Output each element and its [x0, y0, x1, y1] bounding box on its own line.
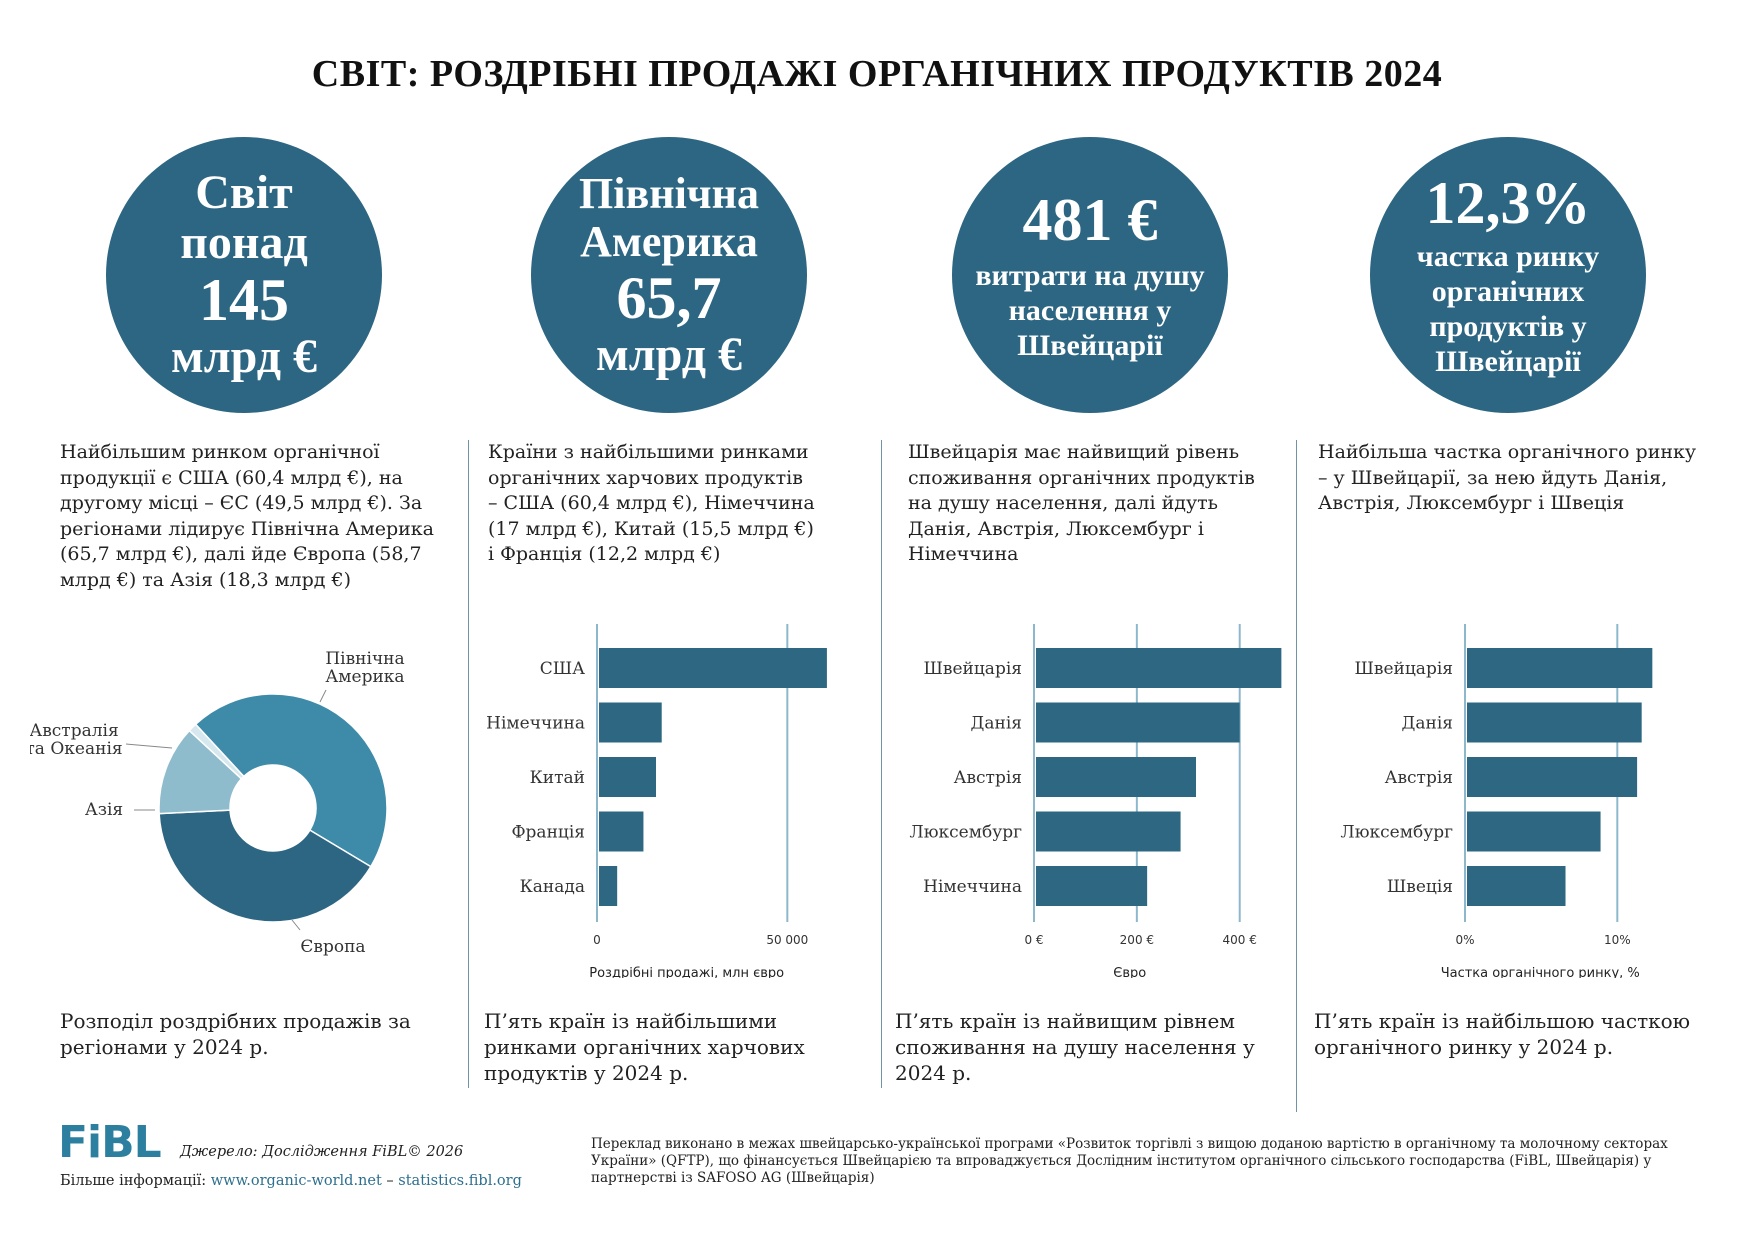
bar	[599, 811, 644, 852]
circle-market-share: 12,3% частка ринку органічних продуктів …	[1370, 137, 1646, 413]
axis-tick-label: 50 000	[766, 933, 808, 947]
bar-chart-per-capita: 0 € 200 € 400 € Швейцарія Данія Австрія Люксем…	[910, 624, 1282, 978]
circle-line: Світ	[195, 166, 293, 219]
bar	[1467, 757, 1638, 797]
category-label: Австрія	[954, 768, 1022, 788]
circle-line: 481 €	[1022, 186, 1158, 253]
category-label: Німеччина	[923, 877, 1022, 897]
column-divider	[881, 440, 882, 1088]
bar	[1467, 648, 1653, 688]
pie-label-europe: Європа	[300, 937, 365, 957]
axis-tick-label: 0	[593, 933, 601, 947]
circle-line: витрати на душу	[975, 258, 1205, 292]
fibl-logo: FiBL	[58, 1117, 162, 1168]
bar	[1467, 866, 1566, 906]
axis-tick-label: 200 €	[1120, 933, 1154, 947]
pie-label-asia: Азія	[85, 800, 123, 820]
leader-line-oceania	[125, 743, 173, 749]
description-top-markets: Країни з найбільшими ринками органічних …	[488, 441, 815, 565]
statistics-link[interactable]: statistics.fibl.org	[398, 1173, 522, 1189]
axis-title: Частка органічного ринку, %	[1441, 966, 1640, 978]
circle-line: Північна	[579, 169, 759, 218]
circle-line: населення у	[1008, 293, 1172, 327]
bar	[1036, 811, 1181, 852]
bar	[1036, 866, 1148, 906]
category-label: Китай	[530, 768, 585, 788]
category-label: Швейцарія	[924, 659, 1022, 679]
axis-title: Євро	[1113, 966, 1146, 978]
category-label: Канада	[520, 877, 585, 897]
axis-tick-label: 0 €	[1024, 933, 1043, 947]
bar	[599, 702, 662, 743]
pie-slices	[158, 693, 388, 923]
region-donut-chart: Північна Америка Європа Азія Австралія та …	[30, 649, 405, 957]
category-label: Данія	[971, 714, 1022, 734]
pie-slice-oceania	[188, 723, 245, 780]
category-label: Швейцарія	[1355, 659, 1453, 679]
circle-line: 65,7	[616, 265, 722, 331]
more-info-label: Більше інформації:	[60, 1173, 207, 1189]
caption-region-chart: Розподіл роздрібних продажів за регіонам…	[60, 1009, 411, 1059]
pie-label-north-america: Північна Америка	[325, 649, 404, 687]
circle-line: 145	[199, 267, 289, 333]
bar	[599, 757, 656, 797]
circle-line: продуктів у	[1429, 310, 1587, 343]
circle-line: 12,3%	[1425, 170, 1591, 236]
more-info: Більше інформації: www.organic-world.net…	[60, 1173, 522, 1189]
bar	[599, 648, 827, 688]
circle-line: Америка	[580, 217, 758, 266]
page-title: СВІТ: РОЗДРІБНІ ПРОДАЖІ ОРГАНІЧНИХ ПРОДУ…	[311, 53, 1443, 95]
organic-world-link[interactable]: www.organic-world.net	[210, 1173, 382, 1189]
leader-line-europe	[291, 919, 301, 931]
caption-top-markets: П’ять країн із найбільшими ринками орган…	[484, 1009, 805, 1085]
bar	[599, 866, 618, 906]
category-label: Данія	[1402, 714, 1453, 734]
circle-line: Швейцарії	[1017, 328, 1163, 362]
bar	[1036, 757, 1196, 797]
bar-chart-market-share: 0% 10% Швейцарія Данія Австрія Люксембург Швец…	[1341, 624, 1653, 978]
category-label: Швеція	[1387, 877, 1453, 897]
axis-tick-label: 10%	[1604, 933, 1631, 947]
bar	[1467, 702, 1642, 743]
circle-line: млрд €	[596, 328, 742, 381]
circle-line: понад	[180, 216, 308, 269]
bar	[1036, 702, 1240, 743]
caption-market-share: П’ять країн із найбільшою часткою органі…	[1314, 1009, 1691, 1059]
circle-line: Швейцарії	[1435, 345, 1581, 378]
circle-world-total: Світ понад 145 млрд €	[106, 137, 382, 413]
axis-title: Роздрібні продажі, млн євро	[589, 966, 784, 978]
pie-slice-north-america	[194, 693, 388, 868]
pie-slice-europe	[158, 809, 372, 923]
bar	[1036, 648, 1282, 688]
circle-north-america: Північна Америка 65,7 млрд €	[531, 137, 807, 413]
circle-line: частка ринку	[1416, 240, 1600, 273]
column-divider	[468, 440, 469, 1088]
axis-tick-label: 400 €	[1223, 933, 1257, 947]
category-label: Німеччина	[486, 714, 585, 734]
column-divider	[1296, 440, 1297, 1112]
axis-tick-label: 0%	[1455, 933, 1474, 947]
category-label: Австрія	[1385, 768, 1453, 788]
pie-label-oceania: Австралія та Океанія	[30, 721, 123, 759]
description-market-share: Найбільша частка органічного ринку – у Ш…	[1318, 441, 1697, 514]
bar	[1467, 811, 1601, 852]
caption-per-capita: П’ять країн із найвищим рівнем споживанн…	[895, 1009, 1255, 1085]
category-label: США	[540, 659, 585, 679]
bar-chart-top-markets: 0 50 000 США Німеччина Китай Франція Канада Роз…	[486, 624, 827, 978]
description-world: Найбільшим ринком органічної продукції є…	[60, 441, 434, 591]
source-note: Джерело: Дослідження FiBL© 2026	[180, 1144, 464, 1160]
link-separator: –	[386, 1173, 394, 1189]
circle-line: органічних	[1431, 275, 1585, 308]
description-per-capita: Швейцарія має найвищий рівень споживання…	[908, 441, 1255, 565]
category-label: Люксембург	[910, 823, 1023, 843]
circle-line: млрд €	[171, 330, 317, 383]
translation-note: Переклад виконано в межах швейцарсько-ук…	[591, 1136, 1668, 1186]
leader-line-north-america	[319, 689, 327, 703]
category-label: Люксембург	[1341, 823, 1454, 843]
category-label: Франція	[511, 823, 585, 843]
circle-per-capita: 481 € витрати на душу населення у Швейца…	[952, 137, 1228, 413]
